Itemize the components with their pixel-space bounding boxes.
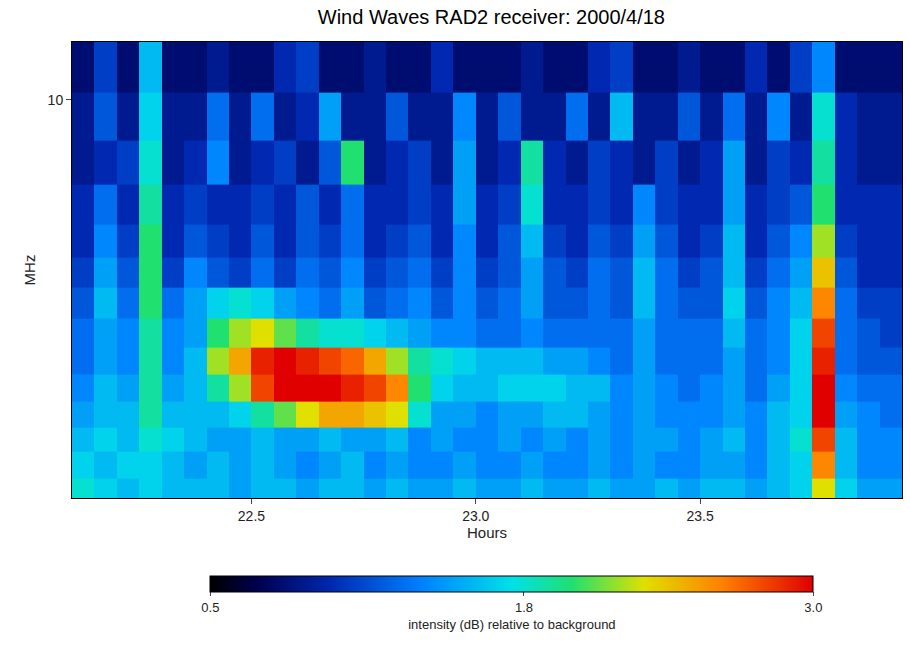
svg-text:22.5: 22.5	[238, 508, 265, 524]
svg-text:0.5: 0.5	[201, 600, 219, 615]
svg-text:3.0: 3.0	[804, 600, 822, 615]
svg-text:10: 10	[48, 92, 64, 108]
svg-text:23.5: 23.5	[686, 508, 713, 524]
svg-text:intensity (dB) relative to bac: intensity (dB) relative to background	[408, 617, 615, 632]
svg-text:23.0: 23.0	[462, 508, 489, 524]
svg-text:Hours: Hours	[467, 524, 507, 541]
svg-text:Wind Waves RAD2 receiver: 2000: Wind Waves RAD2 receiver: 2000/4/18	[318, 6, 665, 28]
svg-text:MHz: MHz	[21, 255, 38, 286]
svg-text:1.8: 1.8	[515, 600, 533, 615]
